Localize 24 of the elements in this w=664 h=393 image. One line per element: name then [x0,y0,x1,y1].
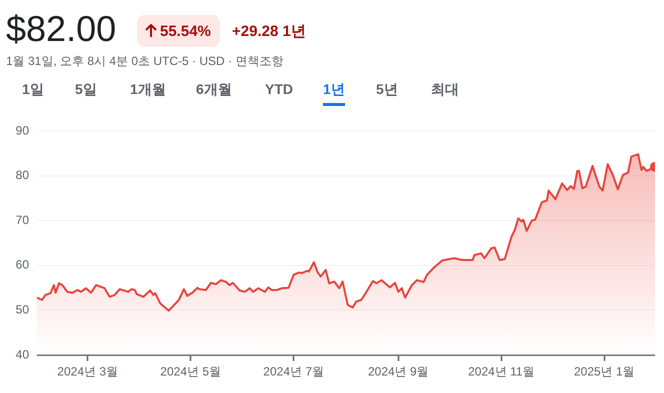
y-tick-label: 40 [16,347,30,362]
text: 1개월 [130,81,166,99]
text: 최대 [431,81,459,99]
x-tick-label: 2024년 5월 [160,364,222,379]
x-tick-label: 2025년 1월 [574,364,635,379]
text: YTD [265,81,293,99]
x-tick-label: 2024년 11월 [468,364,535,379]
chart-title: $82.00 [6,8,116,50]
text: 5일 [75,81,97,99]
text: 1년 [323,81,345,106]
text: 55.54% [160,22,211,40]
y-tick-label: 80 [16,168,30,182]
y-tick-label: 60 [16,258,30,272]
x-tick-label: 2024년 3월 [57,364,118,379]
text: +29.28 1년 [232,22,306,41]
chart-subtitle: 1월 31일, 오후 8시 4분 0초 UTC-5 · USD · 면책조항 [6,53,284,70]
text: 6개월 [196,81,232,99]
x-tick-label: 2024년 9월 [368,364,429,379]
text: 1일 [22,81,44,99]
x-tick-label: 2024년 7월 [263,364,324,379]
y-tick-label: 50 [16,302,30,317]
y-tick-label: 90 [16,123,30,138]
y-tick-label: 70 [16,212,30,227]
text: 5년 [376,81,398,99]
